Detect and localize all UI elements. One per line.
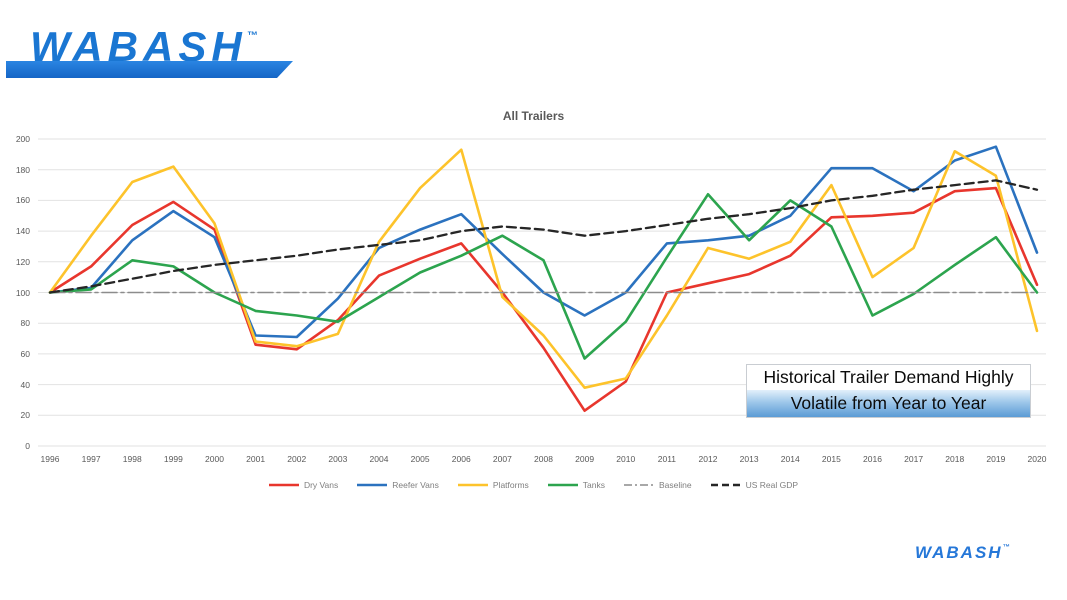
x-tick-label: 2020	[1027, 454, 1047, 464]
legend-item-baseline: Baseline	[624, 480, 692, 490]
legend-swatch-dry-vans	[268, 483, 299, 487]
x-tick-label: 2008	[534, 454, 553, 464]
x-tick-label: 2005	[410, 454, 430, 464]
wabash-logo-top: WABASH™	[30, 14, 258, 69]
x-tick-label: 1998	[122, 454, 142, 464]
x-tick-label: 2004	[369, 454, 389, 464]
x-tick-label: 2007	[492, 454, 512, 464]
y-tick-label: 40	[20, 379, 30, 390]
y-tick-label: 200	[15, 134, 30, 144]
legend-label: Reefer Vans	[392, 480, 439, 490]
legend-swatch-reefer-vans	[357, 483, 388, 487]
x-tick-label: 2009	[575, 454, 595, 464]
legend-swatch-us-real-gdp	[710, 483, 741, 487]
x-tick-label: 2001	[246, 454, 266, 464]
y-tick-label: 20	[20, 410, 30, 421]
trademark-symbol: ™	[1002, 544, 1010, 551]
y-tick-label: 140	[15, 226, 30, 237]
x-tick-label: 2012	[698, 454, 718, 464]
legend-label: Platforms	[492, 480, 529, 490]
x-tick-label: 2000	[205, 454, 224, 464]
x-tick-label: 1997	[81, 454, 101, 464]
logo-underline-bar	[6, 61, 293, 78]
x-tick-label: 2019	[986, 454, 1006, 464]
legend-label: Baseline	[659, 480, 692, 490]
x-tick-label: 2011	[657, 454, 677, 464]
y-tick-label: 100	[15, 287, 30, 298]
x-tick-label: 2017	[904, 454, 924, 464]
wabash-logo-bottom: WABASH™	[915, 543, 1010, 562]
legend-label: US Real GDP	[745, 480, 799, 490]
series-line-reefer-vans	[48, 145, 1039, 339]
y-tick-label: 180	[15, 164, 30, 175]
x-tick-label: 2006	[451, 454, 471, 464]
x-tick-label: 2003	[328, 454, 348, 464]
legend-swatch-baseline	[624, 484, 655, 486]
y-tick-label: 160	[15, 195, 30, 206]
x-tick-label: 2016	[863, 454, 882, 464]
x-tick-label: 2015	[821, 454, 841, 464]
legend-item-tanks: Tanks	[547, 480, 606, 490]
legend-label: Dry Vans	[303, 480, 339, 490]
legend-item-us-real-gdp: US Real GDP	[710, 480, 799, 490]
annotation-callout: Historical Trailer Demand Highly Volatil…	[746, 364, 1031, 418]
x-tick-label: 1999	[163, 454, 183, 464]
series-line-us-real-gdp	[48, 179, 1039, 294]
legend-item-dry-vans: Dry Vans	[268, 480, 339, 490]
series-line-platforms	[48, 148, 1039, 390]
legend-item-reefer-vans: Reefer Vans	[357, 480, 439, 490]
y-tick-label: 120	[15, 256, 30, 267]
trademark-symbol: ™	[246, 30, 258, 42]
x-tick-label: 2010	[616, 454, 636, 464]
x-tick-label: 2013	[739, 454, 759, 464]
annotation-line-2: Volatile from Year to Year	[747, 390, 1030, 417]
x-tick-label: 2018	[945, 454, 965, 464]
x-tick-label: 1996	[40, 454, 60, 464]
chart-title: All Trailers	[502, 109, 565, 123]
legend-label: Tanks	[582, 480, 606, 490]
legend-item-platforms: Platforms	[457, 480, 529, 490]
x-tick-label: 2002	[287, 454, 307, 464]
y-tick-label: 0	[25, 441, 30, 451]
chart-legend: Dry Vans Reefer Vans Platforms Tanks Baselin…	[0, 478, 1067, 492]
x-tick-label: 2014	[780, 454, 800, 464]
y-tick-label: 60	[20, 348, 30, 359]
legend-swatch-tanks	[547, 483, 578, 487]
annotation-line-1: Historical Trailer Demand Highly	[747, 365, 1030, 390]
series-line-dry-vans	[48, 186, 1039, 413]
legend-swatch-platforms	[457, 483, 488, 487]
y-tick-label: 80	[20, 318, 30, 329]
